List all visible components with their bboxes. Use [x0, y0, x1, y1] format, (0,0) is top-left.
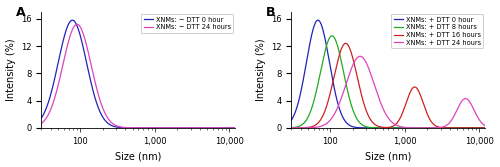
- XNMs: + DTT 8 hours: (341, 0.0584): + DTT 8 hours: (341, 0.0584): [367, 126, 373, 128]
- XNMs: − DTT 24 hours: (8.82e+03, 2.17e-23): − DTT 24 hours: (8.82e+03, 2.17e-23): [222, 127, 228, 129]
- Y-axis label: Intensity (%): Intensity (%): [256, 39, 266, 101]
- XNMs: + DTT 16 hours: (2.46e+03, 0.466): + DTT 16 hours: (2.46e+03, 0.466): [431, 124, 437, 126]
- XNMs: + DTT 0 hour: (1.5e+04, 3.6e-49): + DTT 0 hour: (1.5e+04, 3.6e-49): [490, 127, 496, 129]
- XNMs: + DTT 8 hours: (20, 0.000277): + DTT 8 hours: (20, 0.000277): [276, 127, 281, 129]
- XNMs: + DTT 0 hour: (8.82e+03, 7.11e-40): + DTT 0 hour: (8.82e+03, 7.11e-40): [472, 127, 478, 129]
- XNMs: + DTT 24 hours: (465, 3.83): + DTT 24 hours: (465, 3.83): [377, 101, 383, 103]
- XNMs: − DTT 24 hours: (90.1, 15.2): − DTT 24 hours: (90.1, 15.2): [74, 23, 80, 25]
- XNMs: + DTT 24 hours: (250, 10.5): + DTT 24 hours: (250, 10.5): [357, 55, 363, 57]
- Line: XNMs: + DTT 8 hours: XNMs: + DTT 8 hours: [278, 36, 492, 128]
- XNMs: − DTT 0 hour: (78, 15.8): − DTT 0 hour: (78, 15.8): [70, 19, 75, 21]
- XNMs: + DTT 16 hours: (1.23e+04, 5.1e-15): + DTT 16 hours: (1.23e+04, 5.1e-15): [483, 127, 489, 129]
- Line: XNMs: − DTT 24 hours: XNMs: − DTT 24 hours: [28, 24, 242, 128]
- XNMs: + DTT 0 hour: (2.46e+03, 1.84e-21): + DTT 0 hour: (2.46e+03, 1.84e-21): [431, 127, 437, 129]
- XNMs: + DTT 0 hour: (20, 0.0442): + DTT 0 hour: (20, 0.0442): [276, 127, 281, 129]
- XNMs: + DTT 24 hours: (2.46e+03, 0.00503): + DTT 24 hours: (2.46e+03, 0.00503): [431, 127, 437, 129]
- XNMs: − DTT 24 hours: (20, 0.0412): − DTT 24 hours: (20, 0.0412): [26, 127, 32, 129]
- XNMs: + DTT 24 hours: (1.23e+04, 0.244): + DTT 24 hours: (1.23e+04, 0.244): [483, 125, 489, 127]
- XNMs: − DTT 0 hour: (341, 0.0538): − DTT 0 hour: (341, 0.0538): [117, 126, 123, 128]
- XNMs: − DTT 0 hour: (8.82e+03, 6.93e-25): − DTT 0 hour: (8.82e+03, 6.93e-25): [222, 127, 228, 129]
- XNMs: + DTT 0 hour: (68, 15.8): + DTT 0 hour: (68, 15.8): [315, 19, 321, 21]
- XNMs: + DTT 8 hours: (105, 13.5): + DTT 8 hours: (105, 13.5): [329, 35, 335, 37]
- XNMs: + DTT 16 hours: (465, 0.143): + DTT 16 hours: (465, 0.143): [377, 126, 383, 128]
- XNMs: − DTT 0 hour: (1.5e+04, 6.6e-31): − DTT 0 hour: (1.5e+04, 6.6e-31): [240, 127, 246, 129]
- Line: XNMs: + DTT 16 hours: XNMs: + DTT 16 hours: [278, 43, 492, 128]
- XNMs: + DTT 0 hour: (323, 0.00114): + DTT 0 hour: (323, 0.00114): [366, 127, 372, 129]
- XNMs: + DTT 16 hours: (323, 1.78): + DTT 16 hours: (323, 1.78): [366, 115, 372, 117]
- XNMs: + DTT 8 hours: (465, 0.00225): + DTT 8 hours: (465, 0.00225): [377, 127, 383, 129]
- XNMs: − DTT 24 hours: (323, 0.212): − DTT 24 hours: (323, 0.212): [116, 125, 121, 127]
- XNMs: + DTT 24 hours: (323, 8.84): + DTT 24 hours: (323, 8.84): [366, 67, 372, 69]
- XNMs: + DTT 8 hours: (8.82e+03, 4.66e-33): + DTT 8 hours: (8.82e+03, 4.66e-33): [472, 127, 478, 129]
- Legend: XNMs: − DTT 0 hour, XNMs: − DTT 24 hours: XNMs: − DTT 0 hour, XNMs: − DTT 24 hours: [141, 14, 234, 33]
- XNMs: + DTT 24 hours: (1.5e+04, 0.0294): + DTT 24 hours: (1.5e+04, 0.0294): [490, 127, 496, 129]
- Line: XNMs: + DTT 0 hour: XNMs: + DTT 0 hour: [278, 20, 492, 128]
- Line: XNMs: + DTT 24 hours: XNMs: + DTT 24 hours: [278, 56, 492, 128]
- XNMs: − DTT 24 hours: (1.23e+04, 6.1e-27): − DTT 24 hours: (1.23e+04, 6.1e-27): [233, 127, 239, 129]
- XNMs: + DTT 16 hours: (341, 1.31): + DTT 16 hours: (341, 1.31): [367, 118, 373, 120]
- Text: A: A: [16, 6, 26, 19]
- XNMs: + DTT 0 hour: (341, 0.000587): + DTT 0 hour: (341, 0.000587): [367, 127, 373, 129]
- Y-axis label: Intensity (%): Intensity (%): [6, 39, 16, 101]
- XNMs: + DTT 16 hours: (160, 12.4): + DTT 16 hours: (160, 12.4): [342, 42, 348, 44]
- XNMs: + DTT 16 hours: (1.5e+04, 6.63e-18): + DTT 16 hours: (1.5e+04, 6.63e-18): [490, 127, 496, 129]
- XNMs: − DTT 24 hours: (341, 0.148): − DTT 24 hours: (341, 0.148): [117, 126, 123, 128]
- X-axis label: Size (nm): Size (nm): [365, 151, 412, 161]
- XNMs: + DTT 8 hours: (323, 0.0943): + DTT 8 hours: (323, 0.0943): [366, 126, 372, 128]
- XNMs: − DTT 24 hours: (2.46e+03, 5.99e-12): − DTT 24 hours: (2.46e+03, 5.99e-12): [181, 127, 187, 129]
- XNMs: + DTT 0 hour: (465, 7.82e-06): + DTT 0 hour: (465, 7.82e-06): [377, 127, 383, 129]
- XNMs: − DTT 24 hours: (465, 0.0132): − DTT 24 hours: (465, 0.0132): [127, 127, 133, 129]
- XNMs: + DTT 0 hour: (1.23e+04, 1.59e-45): + DTT 0 hour: (1.23e+04, 1.59e-45): [483, 127, 489, 129]
- XNMs: − DTT 0 hour: (20, 0.125): − DTT 0 hour: (20, 0.125): [26, 126, 32, 128]
- XNMs: − DTT 24 hours: (1.5e+04, 3.07e-29): − DTT 24 hours: (1.5e+04, 3.07e-29): [240, 127, 246, 129]
- XNMs: + DTT 16 hours: (20, 5.27e-07): + DTT 16 hours: (20, 5.27e-07): [276, 127, 281, 129]
- XNMs: + DTT 24 hours: (8.82e+03, 2.22): + DTT 24 hours: (8.82e+03, 2.22): [472, 112, 478, 114]
- XNMs: + DTT 24 hours: (20, 6.08e-07): + DTT 24 hours: (20, 6.08e-07): [276, 127, 281, 129]
- Line: XNMs: − DTT 0 hour: XNMs: − DTT 0 hour: [28, 20, 242, 128]
- XNMs: + DTT 8 hours: (1.5e+04, 1.44e-41): + DTT 8 hours: (1.5e+04, 1.44e-41): [490, 127, 496, 129]
- Text: B: B: [266, 6, 276, 19]
- Legend: XNMs: + DTT 0 hour, XNMs: + DTT 8 hours, XNMs: + DTT 16 hours, XNMs: + DTT 24 ho: XNMs: + DTT 0 hour, XNMs: + DTT 8 hours,…: [391, 14, 484, 48]
- XNMs: − DTT 0 hour: (2.46e+03, 4.98e-13): − DTT 0 hour: (2.46e+03, 4.98e-13): [181, 127, 187, 129]
- XNMs: − DTT 0 hour: (323, 0.0804): − DTT 0 hour: (323, 0.0804): [116, 126, 121, 128]
- XNMs: − DTT 0 hour: (465, 0.0038): − DTT 0 hour: (465, 0.0038): [127, 127, 133, 129]
- XNMs: + DTT 8 hours: (1.23e+04, 3.21e-38): + DTT 8 hours: (1.23e+04, 3.21e-38): [483, 127, 489, 129]
- XNMs: + DTT 16 hours: (8.82e+03, 7.46e-11): + DTT 16 hours: (8.82e+03, 7.46e-11): [472, 127, 478, 129]
- XNMs: + DTT 8 hours: (2.46e+03, 1.54e-16): + DTT 8 hours: (2.46e+03, 1.54e-16): [431, 127, 437, 129]
- X-axis label: Size (nm): Size (nm): [115, 151, 162, 161]
- XNMs: + DTT 24 hours: (341, 8.17): + DTT 24 hours: (341, 8.17): [367, 71, 373, 73]
- XNMs: − DTT 0 hour: (1.23e+04, 1.53e-28): − DTT 0 hour: (1.23e+04, 1.53e-28): [233, 127, 239, 129]
